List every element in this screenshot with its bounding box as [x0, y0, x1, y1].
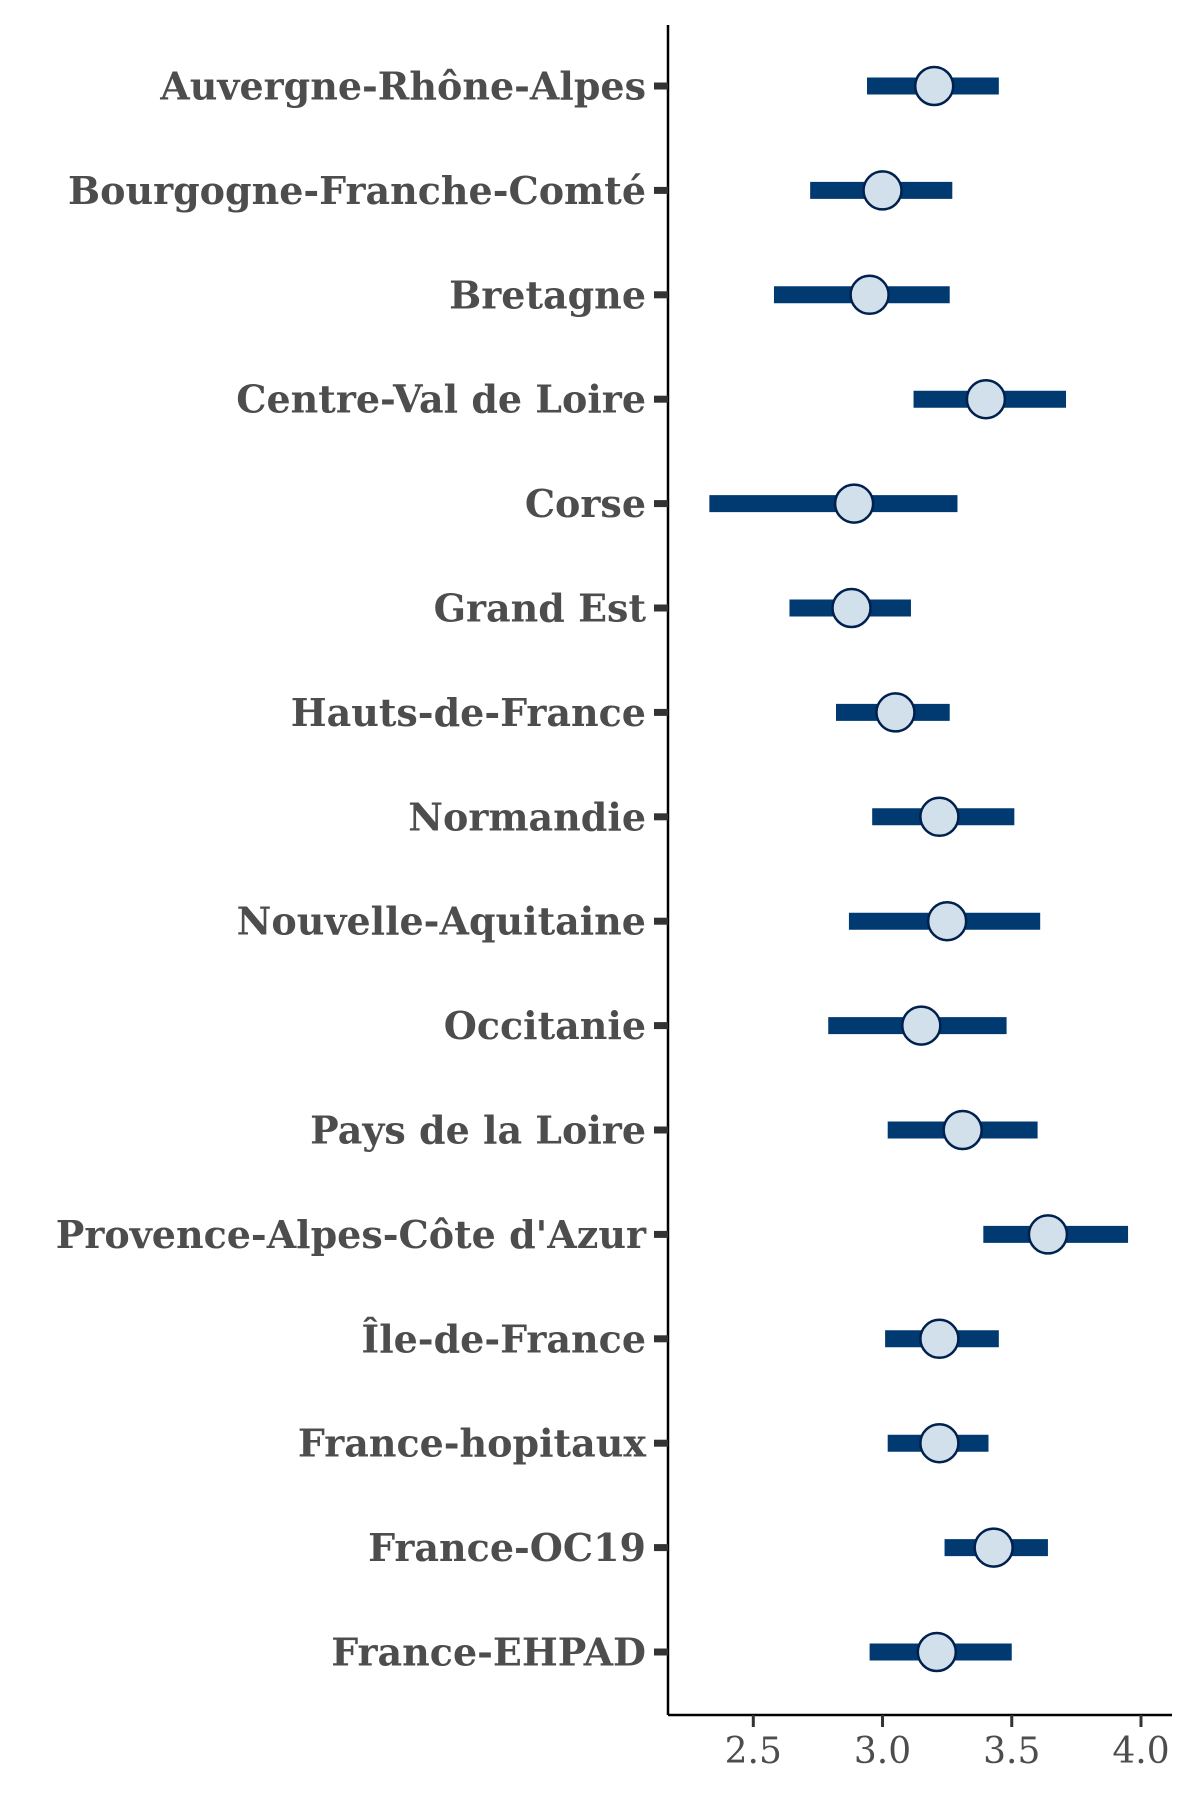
category-label: Hauts-de-France [291, 690, 646, 735]
point-estimate [849, 274, 890, 316]
x-tick-label: 4.0 [1112, 1731, 1169, 1772]
point-estimate [919, 1318, 960, 1360]
point-estimate [862, 170, 903, 211]
y-axis: Auvergne-Rhône-Alpes Bourgogne-Franche-Co… [56, 25, 670, 1715]
category-label: Bretagne [449, 272, 646, 317]
point-estimate [919, 1422, 960, 1464]
point-estimate [973, 1527, 1014, 1568]
point-layer [831, 65, 1069, 1673]
point-estimate [901, 1005, 942, 1046]
point-estimate [913, 65, 955, 107]
x-tick-label: 3.5 [983, 1731, 1040, 1772]
category-label: Nouvelle-Aquitaine [237, 899, 646, 944]
category-label: Auvergne-Rhône-Alpes [159, 64, 646, 109]
point-estimate [965, 378, 1007, 420]
x-tick-label: 2.5 [725, 1731, 782, 1772]
category-label: Centre-Val de Loire [236, 377, 646, 422]
category-label: France-EHPAD [331, 1630, 646, 1675]
category-label: Grand Est [434, 586, 647, 631]
category-label: Corse [525, 481, 646, 526]
category-label: France-OC19 [368, 1525, 646, 1570]
point-estimate [919, 796, 960, 838]
point-estimate [833, 483, 875, 524]
x-axis: 2.5 3.0 3.5 4.0 [668, 1713, 1172, 1772]
category-label: Occitanie [444, 1003, 646, 1048]
point-estimate [942, 1109, 983, 1151]
category-label: Provence-Alpes-Côte d'Azur [56, 1212, 647, 1257]
x-tick-label: 3.0 [854, 1731, 911, 1772]
point-estimate [926, 900, 968, 942]
interval-layer [709, 77, 1129, 1661]
category-label: Île-de-France [361, 1316, 646, 1361]
category-label: Normandie [408, 794, 646, 839]
category-label: France-hopitaux [298, 1421, 646, 1466]
point-estimate [875, 692, 916, 733]
category-label: Pays de la Loire [310, 1108, 646, 1153]
point-estimate [831, 587, 872, 629]
point-estimate [1027, 1214, 1069, 1255]
category-label: Bourgogne-Franche-Comté [68, 168, 646, 213]
point-estimate [916, 1631, 958, 1673]
